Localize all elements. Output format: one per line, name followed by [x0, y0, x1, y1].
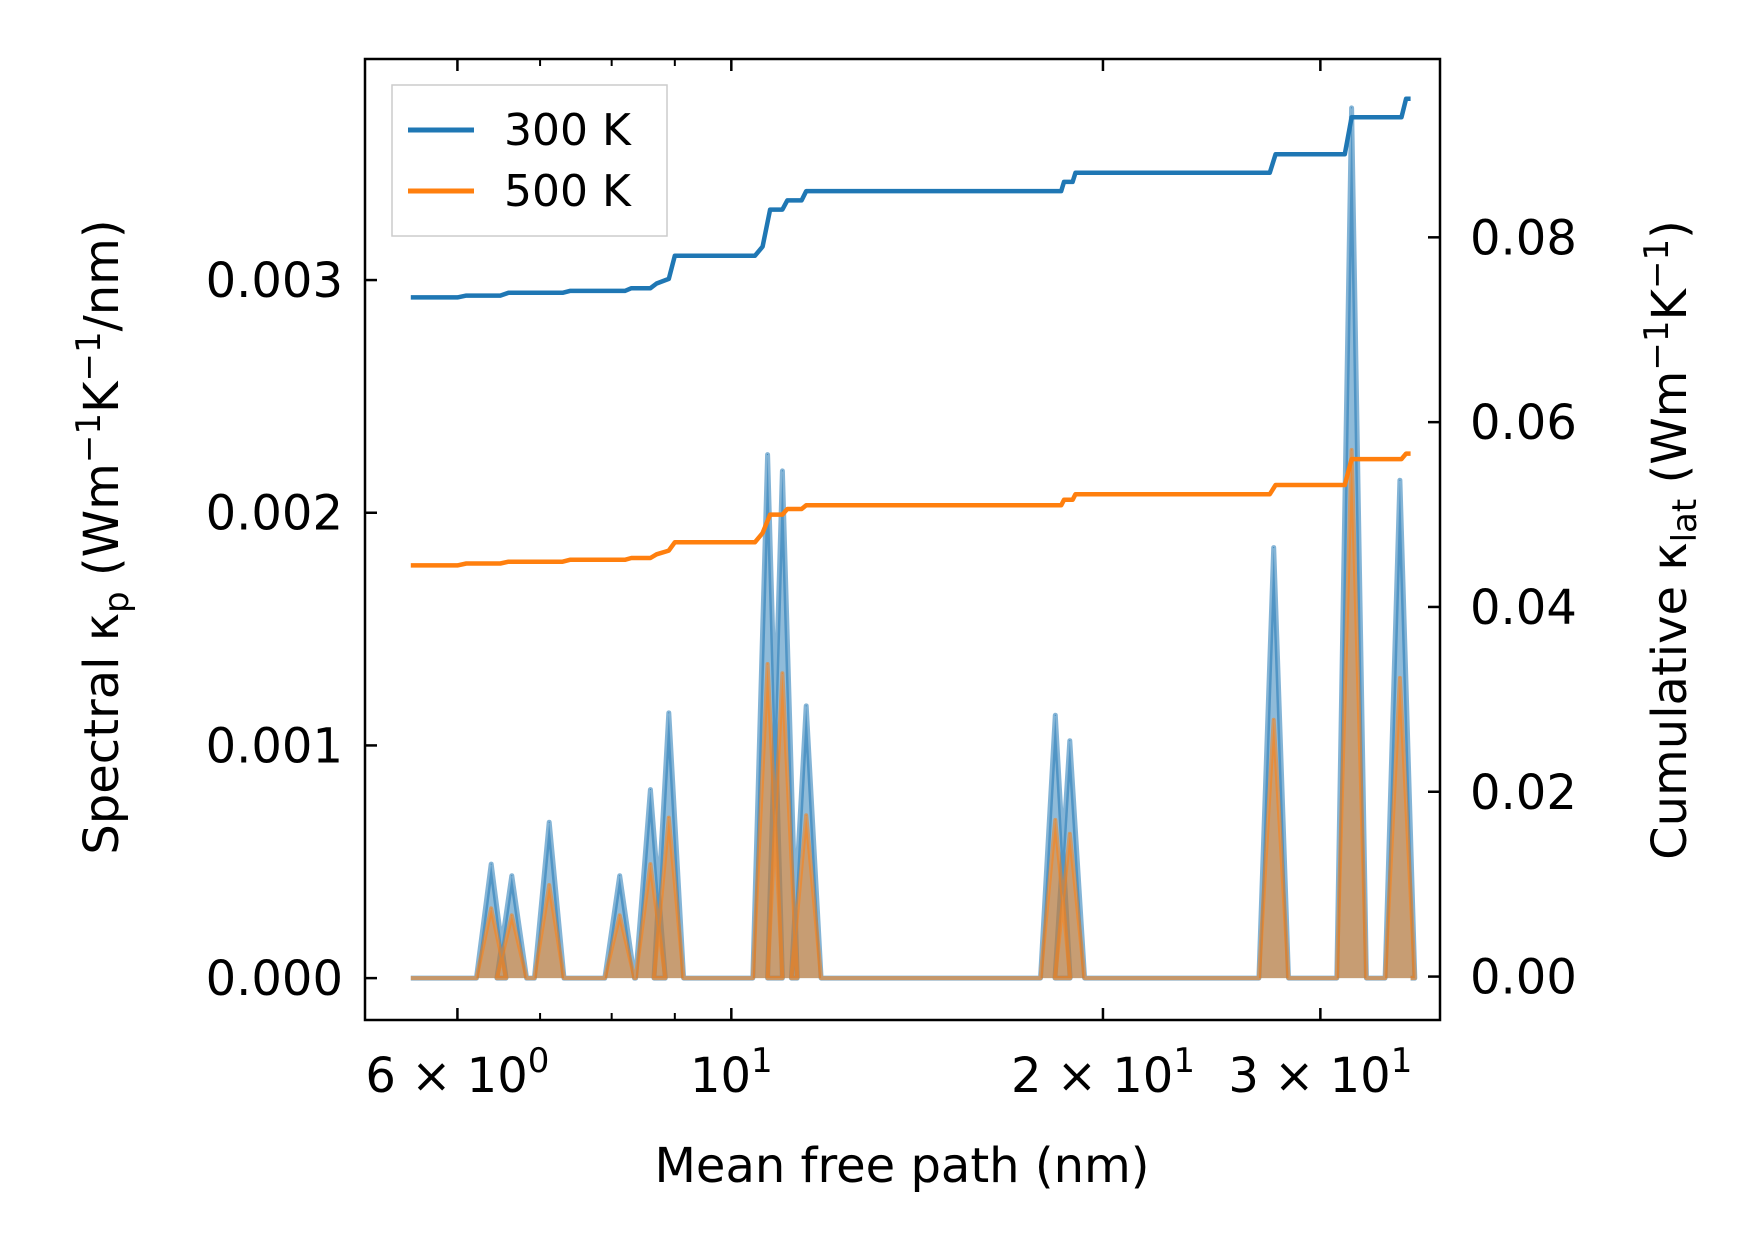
- spectral-peak-300k-7: [781, 470, 783, 472]
- spectral-peak-500k-9: [1054, 819, 1056, 821]
- spectral-peak-300k-9: [1054, 714, 1056, 716]
- spectral-peak-500k-12: [1351, 449, 1353, 451]
- spectral-peak-300k-5: [668, 712, 670, 714]
- y-left-tick-label-1: 0.001: [206, 718, 343, 774]
- spectral-peak-300k-13: [1399, 479, 1401, 481]
- y-right-tick-label-1: 0.02: [1470, 765, 1577, 821]
- axes: 6 × 100 101 2 × 101 3 × 101 0.000 0.001 0.002 0…: [206, 57, 1577, 1104]
- x-tick-label-3: 3 × 101: [1228, 1041, 1412, 1104]
- y-axis-right-label: Cumulative κlat (Wm−1K−1): [1637, 220, 1705, 860]
- spectral-peak-500k-13: [1399, 677, 1401, 679]
- spectral-peak-500k-1: [511, 914, 513, 916]
- legend-frame: [391, 84, 668, 237]
- y-right-tick-label-0: 0.00: [1470, 950, 1577, 1006]
- spectral-line-500k: [410, 447, 1417, 981]
- x-tick-label-2: 2 × 101: [1011, 1041, 1195, 1104]
- plot-frame: [363, 57, 1442, 1022]
- y-right-tick-label-2: 0.04: [1470, 580, 1577, 636]
- x-tick-label-1: 101: [690, 1041, 773, 1104]
- spectral-peak-300k-12: [1351, 107, 1353, 109]
- spectral-peak-500k-8: [805, 814, 807, 816]
- y-left-tick-label-3: 0.003: [206, 253, 343, 309]
- spectral-peak-500k-6: [767, 663, 769, 665]
- y-axis-left-label: Spectral κp (Wm−1K−1/nm): [69, 219, 137, 854]
- spectral-peak-500k-3: [619, 914, 621, 916]
- spectral-peak-300k-8: [805, 705, 807, 707]
- spectral-peak-300k-10: [1069, 740, 1071, 742]
- spectral-peak-500k-4: [649, 863, 651, 865]
- y-right-tick-label-4: 0.08: [1470, 210, 1577, 266]
- spectral-peak-300k-4: [649, 789, 651, 791]
- spectral-peak-500k-10: [1069, 833, 1071, 835]
- cumulative-line-300k: [410, 96, 1411, 300]
- spectral-peak-500k-0: [490, 907, 492, 909]
- legend-label-500k: 500 K: [504, 166, 632, 217]
- spectral-peak-300k-3: [619, 875, 621, 877]
- y-right-tick-label-3: 0.06: [1470, 395, 1577, 451]
- spectral-peak-300k-2: [548, 821, 550, 823]
- spectral-peak-300k-1: [511, 875, 513, 877]
- spectral-peak-500k-2: [548, 884, 550, 886]
- legend: 300 K 500 K: [391, 84, 668, 237]
- spectral-peak-300k-11: [1273, 547, 1275, 549]
- plot-area: [410, 96, 1418, 981]
- y-left-tick-label-2: 0.002: [206, 486, 343, 542]
- spectral-line-300k: [410, 105, 1418, 981]
- spectral-peak-500k-7: [781, 672, 783, 674]
- cumulative-line-500k: [410, 451, 1411, 568]
- legend-label-300k: 300 K: [504, 105, 632, 156]
- spectral-peak-300k-0: [490, 863, 492, 865]
- spectral-peak-500k-11: [1273, 719, 1275, 721]
- x-axis-label: Mean free path (nm): [655, 1138, 1150, 1194]
- y-left-tick-label-0: 0.000: [206, 951, 343, 1007]
- spectral-peak-500k-5: [668, 817, 670, 819]
- spectral-peak-300k-6: [767, 454, 769, 456]
- x-tick-label-0: 6 × 100: [365, 1041, 549, 1104]
